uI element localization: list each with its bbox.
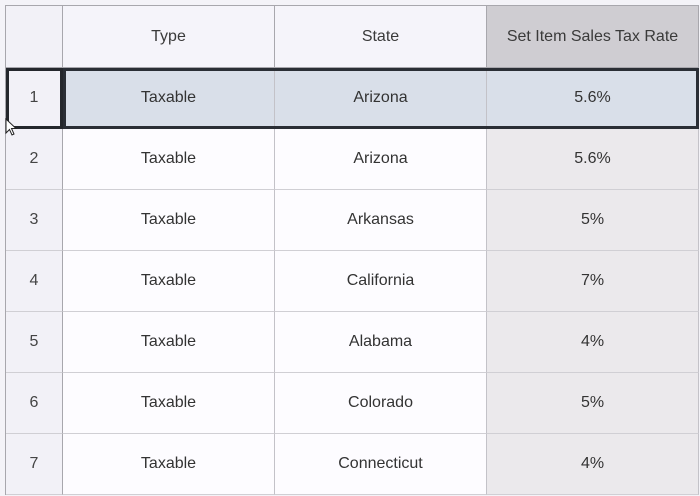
rate-cell[interactable]: 5% xyxy=(487,190,699,251)
row-number[interactable]: 7 xyxy=(6,434,63,495)
type-cell[interactable]: Taxable xyxy=(63,129,275,190)
type-cell[interactable]: Taxable xyxy=(63,312,275,373)
state-cell[interactable]: Arizona xyxy=(275,129,487,190)
corner-header[interactable] xyxy=(6,6,63,68)
type-cell[interactable]: Taxable xyxy=(63,373,275,434)
state-cell[interactable]: Arkansas xyxy=(275,190,487,251)
rate-cell[interactable]: 5.6% xyxy=(487,68,699,129)
tax-rate-grid: Type State Set Item Sales Tax Rate 1 Taxa… xyxy=(5,5,699,495)
rate-cell[interactable]: 5% xyxy=(487,373,699,434)
column-header-rate[interactable]: Set Item Sales Tax Rate xyxy=(487,6,699,68)
type-cell[interactable]: Taxable xyxy=(63,251,275,312)
table-row[interactable]: 4 Taxable California 7% xyxy=(6,251,699,312)
type-cell[interactable]: Taxable xyxy=(63,434,275,495)
row-number[interactable]: 4 xyxy=(6,251,63,312)
rate-cell[interactable]: 5.6% xyxy=(487,129,699,190)
column-header-type[interactable]: Type xyxy=(63,6,275,68)
table-row[interactable]: 6 Taxable Colorado 5% xyxy=(6,373,699,434)
state-cell[interactable]: Arizona xyxy=(275,68,487,129)
state-cell[interactable]: Colorado xyxy=(275,373,487,434)
column-header-state[interactable]: State xyxy=(275,6,487,68)
table-row[interactable]: 3 Taxable Arkansas 5% xyxy=(6,190,699,251)
state-cell[interactable]: California xyxy=(275,251,487,312)
row-number[interactable]: 1 xyxy=(6,68,63,129)
state-cell[interactable]: Connecticut xyxy=(275,434,487,495)
rate-cell[interactable]: 7% xyxy=(487,251,699,312)
table-row[interactable]: 1 Taxable Arizona 5.6% xyxy=(6,68,699,129)
mouse-cursor-icon xyxy=(5,118,18,136)
table-row[interactable]: 5 Taxable Alabama 4% xyxy=(6,312,699,373)
rate-cell[interactable]: 4% xyxy=(487,434,699,495)
type-cell[interactable]: Taxable xyxy=(63,68,275,129)
state-cell[interactable]: Alabama xyxy=(275,312,487,373)
rate-cell[interactable]: 4% xyxy=(487,312,699,373)
header-row: Type State Set Item Sales Tax Rate xyxy=(6,6,699,68)
row-number[interactable]: 3 xyxy=(6,190,63,251)
type-cell[interactable]: Taxable xyxy=(63,190,275,251)
table-row[interactable]: 7 Taxable Connecticut 4% xyxy=(6,434,699,495)
table-row[interactable]: 2 Taxable Arizona 5.6% xyxy=(6,129,699,190)
row-number[interactable]: 2 xyxy=(6,129,63,190)
row-number[interactable]: 5 xyxy=(6,312,63,373)
row-number[interactable]: 6 xyxy=(6,373,63,434)
